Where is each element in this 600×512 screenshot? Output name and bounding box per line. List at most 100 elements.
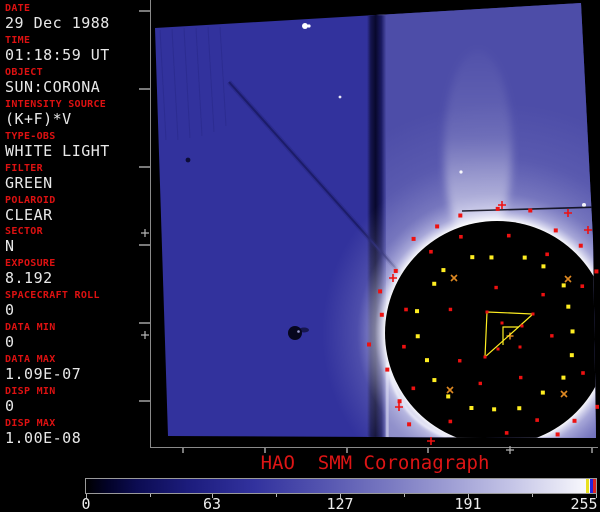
overlay-polygon-dot bbox=[500, 321, 504, 325]
overlay-marker-inner-yellow bbox=[517, 406, 522, 411]
overlay-marker-inner-yellow bbox=[540, 390, 545, 395]
metadata-label: FILTER bbox=[5, 162, 43, 174]
overlay-marker-mid-red bbox=[448, 419, 453, 424]
overlay-marker-outer-red bbox=[553, 228, 558, 233]
metadata-value: CLEAR bbox=[5, 205, 53, 224]
metadata-field-intensity-source: INTENSITY SOURCE (K+F)*V bbox=[5, 98, 150, 130]
axis-ticks bbox=[139, 10, 593, 454]
metadata-field-object: OBJECT SUN:CORONA bbox=[5, 66, 150, 98]
overlay-marker-sparse-red bbox=[519, 375, 523, 380]
left-tick bbox=[139, 10, 150, 12]
overlay-marker-mid-red bbox=[580, 284, 585, 288]
colorbar bbox=[85, 478, 597, 494]
overlay-marker-inner-yellow bbox=[561, 375, 566, 380]
metadata-field-disp-max: DISP MAX 1.00E-08 bbox=[5, 417, 150, 449]
overlay-polygon-dot bbox=[485, 310, 489, 314]
overlay-marker-sparse-red bbox=[494, 285, 498, 290]
overlay-plus-icon bbox=[498, 201, 506, 209]
overlay-marker-sparse-red bbox=[478, 381, 482, 386]
image-title: HAO SMM Coronagraph bbox=[260, 452, 490, 474]
overlay-marker-outer-red bbox=[385, 367, 390, 372]
bottom-tick bbox=[591, 448, 593, 453]
metadata-field-sector: SECTOR N bbox=[5, 225, 150, 257]
colorbar-overlay-stripe bbox=[593, 479, 596, 493]
metadata-value: 0 bbox=[5, 397, 15, 416]
overlay-marker-sparse-red bbox=[541, 292, 545, 297]
overlay-polygon-step bbox=[502, 326, 519, 345]
overlay-plus-icon bbox=[389, 274, 397, 282]
left-tick bbox=[139, 400, 150, 402]
overlay-x-icon bbox=[450, 274, 458, 282]
pointing-overlay bbox=[367, 201, 599, 445]
metadata-label: DATA MAX bbox=[5, 354, 56, 366]
left-tick bbox=[139, 88, 150, 90]
colorbar-tick-label: 0 bbox=[81, 495, 91, 512]
metadata-value: 01:18:59 UT bbox=[5, 45, 110, 64]
image-scene bbox=[155, 3, 596, 438]
overlay-marker-outer-red bbox=[595, 404, 599, 409]
metadata-value: 29 Dec 1988 bbox=[5, 14, 110, 32]
metadata-value: 0 bbox=[5, 301, 15, 320]
overlay-marker-outer-red bbox=[435, 224, 440, 229]
metadata-field-date: DATE 29 Dec 1988 bbox=[5, 2, 150, 34]
colorbar-overlay-stripe bbox=[590, 479, 593, 493]
overlay-marker-sparse-red bbox=[458, 359, 462, 363]
overlay-marker-inner-yellow bbox=[522, 255, 527, 260]
overlay-marker-mid-red bbox=[459, 234, 463, 239]
overlay-marker-mid-red bbox=[535, 418, 539, 422]
metadata-field-disp-min: DISP MIN 0 bbox=[5, 385, 150, 417]
colorbar-tick-label: 191 bbox=[454, 495, 482, 512]
left-tick bbox=[139, 166, 150, 168]
overlay-marker-mid-red bbox=[429, 249, 433, 254]
overlay-marker-outer-red bbox=[495, 206, 500, 211]
metadata-field-data-max: DATA MAX 1.09E-07 bbox=[5, 353, 150, 385]
overlay-marker-inner-yellow bbox=[432, 281, 437, 286]
overlay-polygon bbox=[484, 311, 535, 359]
metadata-label: EXPOSURE bbox=[5, 258, 56, 270]
overlay-marker-inner-yellow bbox=[541, 264, 546, 269]
left-tick bbox=[139, 322, 150, 324]
overlay-marker-outer-red bbox=[555, 432, 560, 437]
overlay-marker-inner-yellow bbox=[469, 405, 474, 410]
metadata-value: 8.192 bbox=[5, 269, 53, 288]
overlay-marker-mid-red bbox=[506, 233, 511, 238]
overlay-marker-inner-yellow bbox=[569, 353, 574, 358]
overlay-x-icon bbox=[446, 386, 454, 394]
metadata-value: GREEN bbox=[5, 173, 53, 192]
overlay-plus-icon bbox=[395, 403, 403, 411]
overlay-plus-icon bbox=[564, 209, 572, 217]
bottom-tick bbox=[346, 448, 348, 453]
overlay-marker-outer-red bbox=[528, 208, 533, 213]
overlay-plus-icon bbox=[584, 226, 592, 234]
overlay-polygon-dot bbox=[518, 345, 522, 349]
colorbar-tick bbox=[532, 494, 533, 497]
overlay-plus-icon bbox=[427, 437, 435, 445]
overlay-marker-inner-yellow bbox=[470, 255, 475, 260]
metadata-field-data-min: DATA MIN 0 bbox=[5, 321, 150, 353]
overlay-x-icon bbox=[564, 275, 572, 283]
overlay-polygon-dot bbox=[520, 324, 524, 328]
overlay-marker-outer-red bbox=[379, 312, 384, 317]
coronagraph-image bbox=[136, 0, 600, 458]
colorbar-tick bbox=[212, 494, 213, 498]
metadata-field-type-obs: TYPE-OBS WHITE LIGHT bbox=[5, 130, 150, 162]
colorbar-tick-label: 63 bbox=[202, 495, 222, 512]
colorbar-tick bbox=[468, 494, 469, 498]
colorbar-tick bbox=[150, 494, 151, 497]
overlay-marker-outer-red bbox=[458, 213, 463, 218]
metadata-label: DISP MAX bbox=[5, 417, 56, 429]
overlay-marker-inner-yellow bbox=[415, 334, 420, 339]
overlay-polygon-dot bbox=[496, 347, 500, 351]
overlay-marker-outer-red bbox=[578, 243, 583, 248]
occulter-disk bbox=[385, 221, 596, 438]
bottom-tick bbox=[182, 448, 184, 453]
metadata-label: SPACECRAFT ROLL bbox=[5, 290, 100, 302]
overlay-x-icon bbox=[560, 390, 568, 398]
overlay-marker-inner-yellow bbox=[415, 309, 420, 314]
metadata-label: TIME bbox=[5, 34, 31, 46]
metadata-value: N bbox=[5, 237, 15, 256]
metadata-label: TYPE-OBS bbox=[5, 130, 56, 142]
overlay-marker-inner-yellow bbox=[424, 358, 429, 363]
metadata-label: INTENSITY SOURCE bbox=[5, 98, 107, 110]
